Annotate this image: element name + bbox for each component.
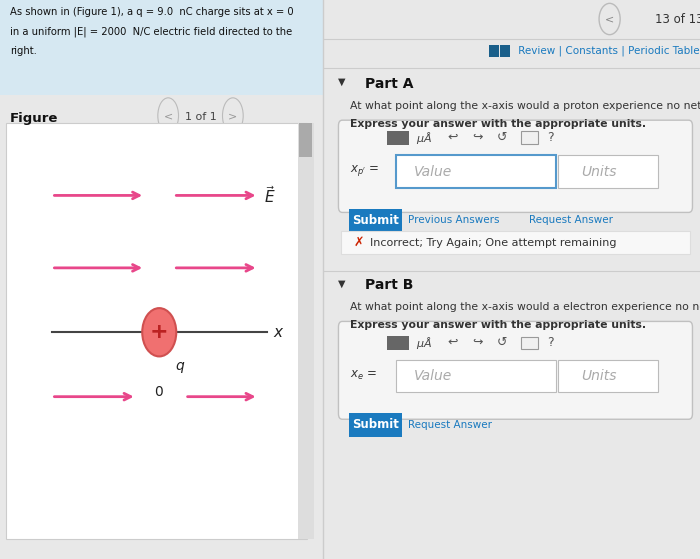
FancyBboxPatch shape bbox=[386, 131, 409, 145]
FancyBboxPatch shape bbox=[395, 360, 556, 392]
Text: Value: Value bbox=[414, 164, 452, 179]
Text: ↪: ↪ bbox=[473, 336, 483, 349]
Text: Units: Units bbox=[582, 369, 617, 383]
FancyBboxPatch shape bbox=[386, 336, 409, 350]
Text: ↩: ↩ bbox=[448, 336, 458, 349]
Bar bbox=[489, 45, 498, 57]
Text: Request Answer: Request Answer bbox=[408, 420, 492, 430]
FancyBboxPatch shape bbox=[349, 209, 402, 232]
Bar bbox=[500, 45, 510, 57]
Text: ↪: ↪ bbox=[473, 131, 483, 144]
Text: Part A: Part A bbox=[365, 77, 413, 91]
Text: ↺: ↺ bbox=[496, 336, 507, 349]
Bar bbox=[6, 123, 307, 539]
Text: <: < bbox=[605, 14, 614, 24]
Text: $q$: $q$ bbox=[175, 361, 185, 376]
Text: Value: Value bbox=[414, 369, 452, 383]
Text: As shown in (Figure 1), a q = 9.0  nC charge sits at x = 0: As shown in (Figure 1), a q = 9.0 nC cha… bbox=[10, 7, 293, 17]
Text: right.: right. bbox=[10, 46, 36, 56]
Text: +: + bbox=[150, 323, 169, 342]
Text: in a uniform |E| = 2000  N/C electric field directed to the: in a uniform |E| = 2000 N/C electric fie… bbox=[10, 26, 292, 37]
Text: Units: Units bbox=[582, 164, 617, 179]
Text: ?: ? bbox=[547, 131, 554, 144]
Text: >: > bbox=[228, 112, 237, 122]
Text: Review | Constants | Periodic Table: Review | Constants | Periodic Table bbox=[515, 46, 700, 56]
Bar bbox=[298, 123, 314, 539]
Text: ✗: ✗ bbox=[354, 236, 364, 249]
Text: $x_e$ =: $x_e$ = bbox=[350, 369, 377, 382]
Text: At what point along the x-axis would a proton experience no net force?: At what point along the x-axis would a p… bbox=[350, 101, 700, 111]
FancyBboxPatch shape bbox=[395, 155, 556, 188]
Text: $x_{p^{\prime}}$ =: $x_{p^{\prime}}$ = bbox=[350, 163, 379, 178]
Text: At what point along the x-axis would a electron experience no net force?: At what point along the x-axis would a e… bbox=[350, 302, 700, 312]
Text: ↺: ↺ bbox=[496, 131, 507, 144]
Text: Submit: Submit bbox=[352, 418, 399, 432]
Text: Previous Answers: Previous Answers bbox=[408, 215, 500, 225]
Text: Request Answer: Request Answer bbox=[528, 215, 612, 225]
FancyBboxPatch shape bbox=[339, 321, 692, 419]
Bar bbox=[0, 0, 323, 95]
Text: ↩: ↩ bbox=[448, 131, 458, 144]
Text: $\mu\AA$: $\mu\AA$ bbox=[416, 335, 432, 350]
Text: Part B: Part B bbox=[365, 278, 413, 292]
Text: ?: ? bbox=[547, 336, 554, 349]
Text: Submit: Submit bbox=[352, 214, 399, 227]
Text: Figure: Figure bbox=[10, 112, 58, 125]
Bar bbox=[521, 337, 538, 349]
Text: $0$: $0$ bbox=[154, 385, 164, 399]
Circle shape bbox=[142, 308, 176, 357]
FancyBboxPatch shape bbox=[341, 231, 690, 254]
Text: <: < bbox=[164, 112, 173, 122]
Text: $\mu\AA$: $\mu\AA$ bbox=[416, 130, 432, 145]
Text: Incorrect; Try Again; One attempt remaining: Incorrect; Try Again; One attempt remain… bbox=[370, 238, 617, 248]
Bar bbox=[521, 131, 538, 144]
Text: $x$: $x$ bbox=[273, 325, 284, 340]
Text: ▼: ▼ bbox=[339, 77, 346, 87]
FancyBboxPatch shape bbox=[339, 120, 692, 212]
FancyBboxPatch shape bbox=[558, 360, 658, 392]
Text: 13 of 13: 13 of 13 bbox=[654, 12, 700, 26]
FancyBboxPatch shape bbox=[349, 413, 402, 437]
Text: ▼: ▼ bbox=[339, 278, 346, 288]
Text: $\vec{E}$: $\vec{E}$ bbox=[264, 185, 276, 206]
Text: Express your answer with the appropriate units.: Express your answer with the appropriate… bbox=[350, 320, 646, 330]
Bar bbox=[299, 123, 312, 157]
FancyBboxPatch shape bbox=[558, 155, 658, 188]
Text: Express your answer with the appropriate units.: Express your answer with the appropriate… bbox=[350, 119, 646, 129]
Text: 1 of 1: 1 of 1 bbox=[185, 112, 216, 122]
